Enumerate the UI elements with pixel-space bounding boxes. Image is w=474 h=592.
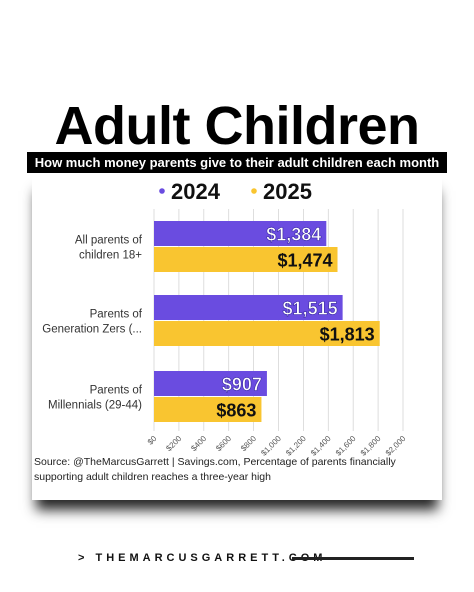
x-tick-label: $1,200 xyxy=(284,434,308,458)
category-label: Parents of xyxy=(90,385,143,397)
bar-2025 xyxy=(154,397,262,422)
x-tick-label: $600 xyxy=(214,434,233,453)
bar-2025 xyxy=(154,247,338,272)
source-note: supporting adult children reaches a thre… xyxy=(34,471,271,483)
bar-2025 xyxy=(154,321,380,346)
bar-2024 xyxy=(154,221,327,246)
legend-marker-2024 xyxy=(159,188,165,194)
x-tick-label: $800 xyxy=(239,434,258,453)
x-tick-label: $400 xyxy=(189,434,208,453)
category-label: All parents of xyxy=(75,235,143,247)
bar-2024 xyxy=(154,295,343,320)
x-tick-label: $200 xyxy=(164,434,183,453)
source-note: Source: @TheMarcusGarrett | Savings.com,… xyxy=(34,456,397,468)
legend-label-2024: 2024 xyxy=(171,179,221,204)
category-label: Millennials (29-44) xyxy=(48,400,142,412)
category-label: Parents of xyxy=(90,309,143,321)
legend-marker-2025 xyxy=(251,188,257,194)
x-tick-label: $2,000 xyxy=(384,434,408,458)
bar-chart: 2024 2025$0 $200 $400 $600 $800 $1,000 $1,200 $1… xyxy=(34,179,408,483)
data-label-2024: $907 xyxy=(222,375,262,395)
x-tick-label: $1,600 xyxy=(334,434,358,458)
data-label-2024: $1,515 xyxy=(283,299,338,319)
chart-subtitle: How much money parents give to their adu… xyxy=(27,152,447,173)
footer-brand[interactable]: > THEMARCUSGARRETT.COM xyxy=(78,552,327,564)
data-label-2025: $1,813 xyxy=(320,325,375,345)
x-tick-label: $1,800 xyxy=(359,434,383,458)
footer-divider xyxy=(292,557,414,560)
bar-2024 xyxy=(154,371,267,396)
chart-title: Adult Children xyxy=(54,96,420,156)
chart-card: 2024 2025 $0 $200 $400 $600 $800 $1,000 $1,200 $1… xyxy=(32,173,442,500)
legend-label-2025: 2025 xyxy=(263,179,312,204)
category-label: children 18+ xyxy=(79,250,142,262)
data-label-2025: $863 xyxy=(216,401,256,421)
x-tick-label: $1,400 xyxy=(309,434,333,458)
data-label-2024: $1,384 xyxy=(266,225,321,245)
category-label: Generation Zers (... xyxy=(42,324,142,336)
x-tick-label: $1,000 xyxy=(259,434,283,458)
x-tick-label: $0 xyxy=(146,434,159,447)
data-label-2025: $1,474 xyxy=(277,251,332,271)
